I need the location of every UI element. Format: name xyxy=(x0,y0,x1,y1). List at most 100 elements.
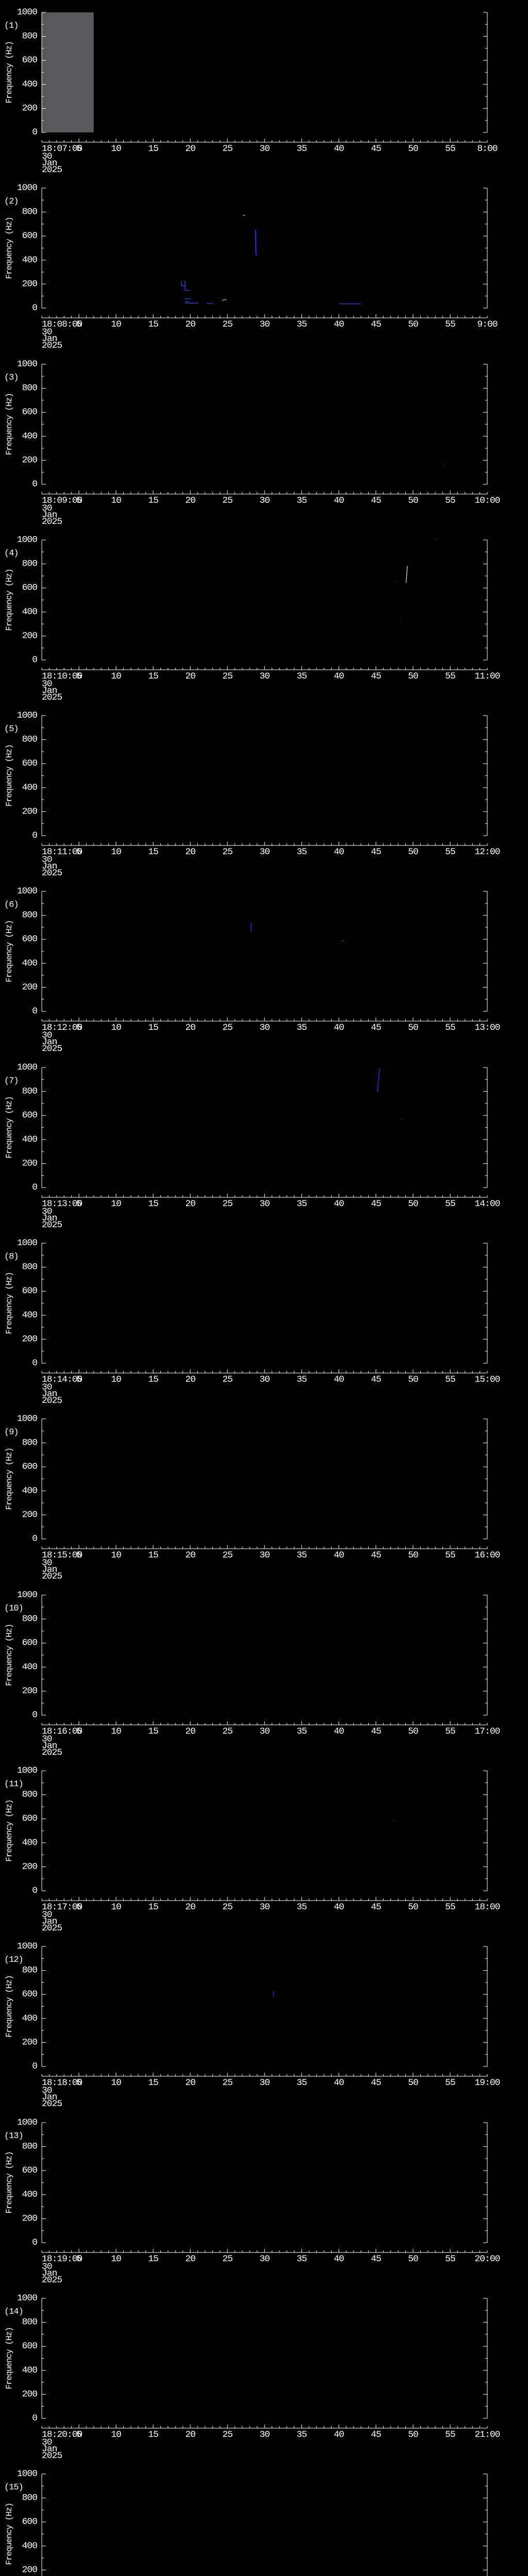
svg-text:25: 25 xyxy=(222,1550,233,1561)
svg-text:55: 55 xyxy=(445,1023,455,1033)
svg-text:25: 25 xyxy=(222,2254,233,2264)
svg-text:200: 200 xyxy=(22,103,38,113)
svg-text:15: 15 xyxy=(148,1902,158,1912)
svg-text:55: 55 xyxy=(445,847,455,857)
svg-text:400: 400 xyxy=(22,1310,38,1320)
svg-text:200: 200 xyxy=(22,631,38,641)
svg-text:200: 200 xyxy=(22,1861,38,1872)
svg-text:200: 200 xyxy=(22,2389,38,2399)
svg-text:25: 25 xyxy=(222,1726,233,1737)
svg-text:50: 50 xyxy=(408,2254,418,2264)
svg-text:35: 35 xyxy=(296,1375,307,1385)
svg-text:19:00: 19:00 xyxy=(474,2078,500,2088)
svg-text:35: 35 xyxy=(296,847,307,857)
svg-text:600: 600 xyxy=(22,1286,38,1296)
svg-text:0: 0 xyxy=(32,127,37,138)
svg-text:200: 200 xyxy=(22,1686,38,1696)
svg-text:35: 35 xyxy=(296,496,307,506)
svg-text:20: 20 xyxy=(185,319,195,330)
svg-text:50: 50 xyxy=(408,1726,418,1737)
svg-text:800: 800 xyxy=(22,31,38,42)
svg-text:400: 400 xyxy=(22,783,38,793)
svg-text:0: 0 xyxy=(32,1006,37,1016)
svg-text:50: 50 xyxy=(408,2078,418,2088)
svg-text:10: 10 xyxy=(111,2254,121,2264)
svg-text:1000: 1000 xyxy=(17,535,37,545)
svg-text:25: 25 xyxy=(222,1023,233,1033)
svg-text:600: 600 xyxy=(22,2517,38,2527)
svg-text:11:00: 11:00 xyxy=(474,671,500,682)
svg-text:200: 200 xyxy=(22,2565,38,2575)
svg-text:400: 400 xyxy=(22,607,38,617)
svg-text:35: 35 xyxy=(296,1550,307,1561)
svg-text:800: 800 xyxy=(22,2141,38,2151)
svg-text:2025: 2025 xyxy=(42,1923,62,1934)
svg-text:30: 30 xyxy=(259,1199,270,1209)
svg-text:(10): (10) xyxy=(4,1604,23,1614)
svg-text:16:00: 16:00 xyxy=(474,1550,500,1561)
svg-text:800: 800 xyxy=(22,2317,38,2327)
svg-text:15: 15 xyxy=(148,1726,158,1737)
svg-text:2025: 2025 xyxy=(42,692,62,703)
svg-text:40: 40 xyxy=(334,319,344,330)
svg-text:25: 25 xyxy=(222,319,233,330)
svg-text:40: 40 xyxy=(334,847,344,857)
svg-text:45: 45 xyxy=(371,2430,381,2440)
svg-text:50: 50 xyxy=(408,496,418,506)
svg-text:30: 30 xyxy=(259,671,270,682)
svg-text:800: 800 xyxy=(22,558,38,569)
svg-text:200: 200 xyxy=(22,279,38,290)
svg-text:(3): (3) xyxy=(4,373,19,383)
svg-text:45: 45 xyxy=(371,1023,381,1033)
svg-text:2025: 2025 xyxy=(42,165,62,175)
svg-text:25: 25 xyxy=(222,1199,233,1209)
svg-text:45: 45 xyxy=(371,144,381,154)
svg-text:2025: 2025 xyxy=(42,1396,62,1406)
svg-text:(5): (5) xyxy=(4,724,19,734)
svg-text:35: 35 xyxy=(296,1199,307,1209)
svg-text:15: 15 xyxy=(148,1375,158,1385)
svg-text:50: 50 xyxy=(408,1550,418,1561)
svg-text:2025: 2025 xyxy=(42,517,62,527)
svg-text:200: 200 xyxy=(22,455,38,465)
svg-text:50: 50 xyxy=(408,1375,418,1385)
svg-text:2025: 2025 xyxy=(42,2099,62,2109)
svg-text:600: 600 xyxy=(22,1814,38,1824)
svg-text:2025: 2025 xyxy=(42,2275,62,2285)
svg-text:35: 35 xyxy=(296,319,307,330)
svg-text:15:00: 15:00 xyxy=(474,1375,500,1385)
svg-text:40: 40 xyxy=(334,1375,344,1385)
svg-text:600: 600 xyxy=(22,935,38,945)
svg-text:Frequency (Hz): Frequency (Hz) xyxy=(5,1096,14,1158)
svg-text:50: 50 xyxy=(408,319,418,330)
svg-text:40: 40 xyxy=(334,1902,344,1912)
svg-text:400: 400 xyxy=(22,1134,38,1145)
svg-text:600: 600 xyxy=(22,1462,38,1472)
svg-text:9:00: 9:00 xyxy=(477,319,497,330)
svg-text:40: 40 xyxy=(334,1550,344,1561)
svg-text:600: 600 xyxy=(22,231,38,241)
svg-text:800: 800 xyxy=(22,1965,38,1976)
svg-text:20: 20 xyxy=(185,2430,195,2440)
svg-text:2025: 2025 xyxy=(42,868,62,878)
svg-text:1000: 1000 xyxy=(17,1062,37,1073)
svg-text:2025: 2025 xyxy=(42,1044,62,1054)
svg-text:800: 800 xyxy=(22,735,38,745)
svg-text:20: 20 xyxy=(185,1023,195,1033)
svg-text:25: 25 xyxy=(222,1902,233,1912)
svg-text:10:00: 10:00 xyxy=(474,496,500,506)
svg-text:1000: 1000 xyxy=(17,1941,37,1952)
svg-text:15: 15 xyxy=(148,1550,158,1561)
svg-text:800: 800 xyxy=(22,1790,38,1800)
svg-text:400: 400 xyxy=(22,2541,38,2551)
svg-text:40: 40 xyxy=(334,2078,344,2088)
svg-text:Frequency (Hz): Frequency (Hz) xyxy=(5,1976,14,2038)
svg-text:20: 20 xyxy=(185,1375,195,1385)
svg-text:50: 50 xyxy=(408,1902,418,1912)
svg-text:25: 25 xyxy=(222,847,233,857)
svg-text:35: 35 xyxy=(296,144,307,154)
svg-text:55: 55 xyxy=(445,1550,455,1561)
svg-text:55: 55 xyxy=(445,1726,455,1737)
svg-text:Frequency (Hz): Frequency (Hz) xyxy=(5,217,14,279)
svg-text:18:00: 18:00 xyxy=(474,1902,500,1912)
